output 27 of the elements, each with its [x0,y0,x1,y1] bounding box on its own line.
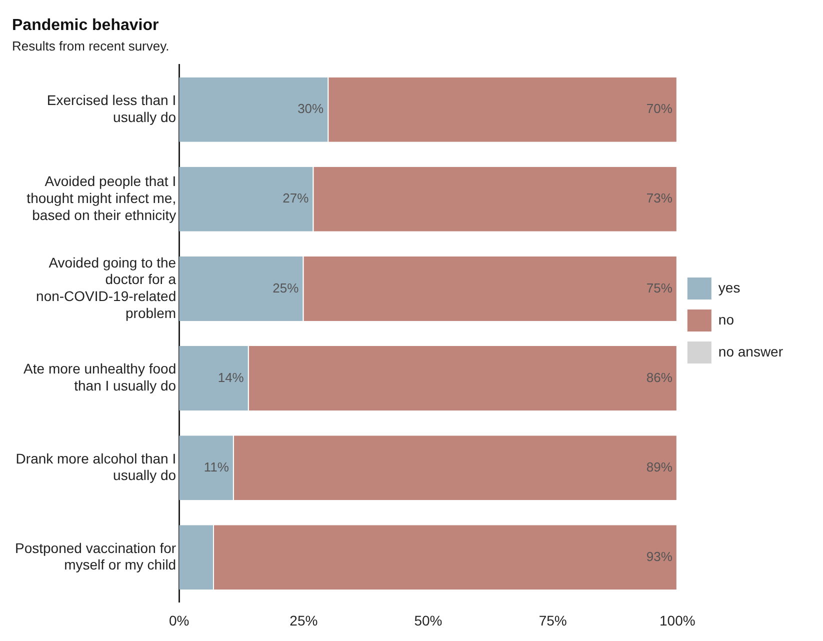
data-label: 27% [282,190,310,206]
legend-label: no answer [718,343,784,360]
legend-label: yes [718,279,740,296]
y-tick-label: Postponed vaccination for myself or my child [14,540,176,573]
data-label: 73% [646,190,673,206]
x-tick-label: 25% [290,612,318,628]
y-tick-label: Avoided going to the doctor for a non-COVID-19-related problem [36,254,176,321]
data-label: 25% [272,280,300,296]
x-tick-label: 75% [538,612,567,628]
data-label: 75% [646,280,673,296]
x-tick-label: 100% [660,612,696,628]
x-tick-label: 50% [414,612,442,628]
data-label: 30% [298,101,324,116]
y-tick-label: Ate more unhealthy food than I usually do [24,360,176,394]
data-label: 70% [646,101,673,116]
y-tick-label: Drank more alcohol than I usually do [16,450,176,484]
legend-label: no [718,311,734,328]
data-label: 89% [646,459,673,474]
data-label: 14% [218,370,244,385]
y-tick-label: Avoided people that I thought might infect me, based on their ethnicity [26,173,176,223]
x-tick-label: 0% [168,612,190,628]
y-tick-label: Exercised less than I usually do [46,92,176,125]
data-label: 86% [646,370,673,385]
data-label: 93% [646,548,673,564]
chart-subtitle: Results from recent survey. [12,38,170,54]
data-label: 11% [204,459,230,474]
chart-title: Pandemic behavior [12,17,159,34]
